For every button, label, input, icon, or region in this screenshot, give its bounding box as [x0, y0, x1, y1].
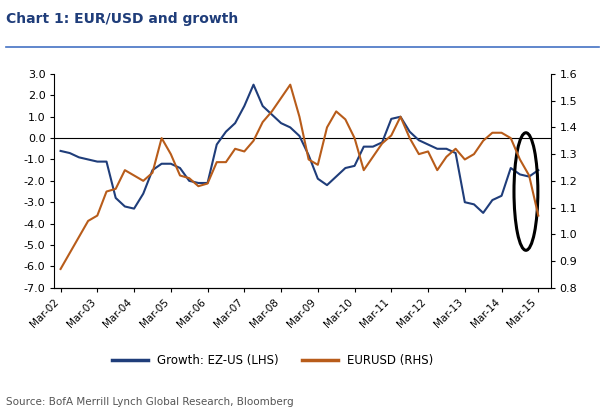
Text: Source: BofA Merrill Lynch Global Research, Bloomberg: Source: BofA Merrill Lynch Global Resear… — [6, 397, 293, 407]
Legend: Growth: EZ-US (LHS), EURUSD (RHS): Growth: EZ-US (LHS), EURUSD (RHS) — [108, 349, 438, 372]
Text: Chart 1: EUR/USD and growth: Chart 1: EUR/USD and growth — [6, 12, 238, 26]
